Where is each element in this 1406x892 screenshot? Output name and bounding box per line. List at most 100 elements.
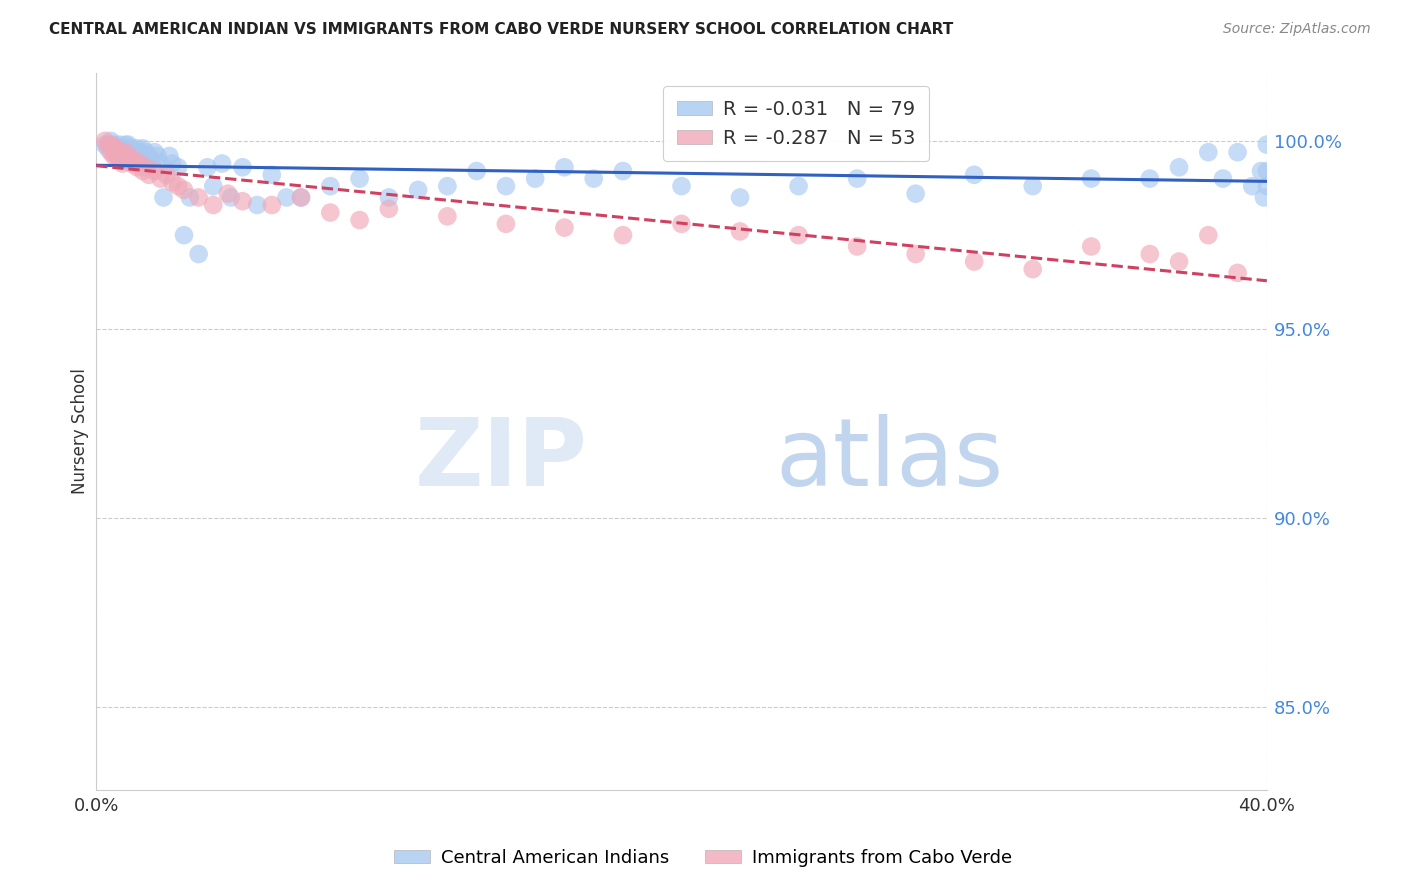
Point [138, 149, 160, 163]
Text: ZIP: ZIP [415, 414, 588, 506]
Point [167, 161, 190, 175]
Point [108, 153, 131, 167]
Text: CENTRAL AMERICAN INDIAN VS IMMIGRANTS FROM CABO VERDE NURSERY SCHOOL CORRELATION: CENTRAL AMERICAN INDIAN VS IMMIGRANTS FR… [49, 22, 953, 37]
Point [129, 145, 152, 160]
Point [105, 149, 128, 163]
Point [612, 228, 634, 243]
Point [162, 156, 184, 170]
Legend: R = -0.031   N = 79, R = -0.287   N = 53: R = -0.031 N = 79, R = -0.287 N = 53 [664, 87, 929, 161]
Point [120, 141, 142, 155]
Point [671, 179, 693, 194]
Point [436, 209, 458, 223]
Point [141, 153, 163, 167]
Point [378, 190, 401, 204]
Point [97, 141, 120, 155]
Point [276, 190, 298, 204]
Point [105, 149, 128, 163]
Point [108, 145, 131, 160]
Point [1168, 161, 1191, 175]
Point [553, 220, 575, 235]
Point [612, 164, 634, 178]
Point [1197, 145, 1219, 160]
Legend: Central American Indians, Immigrants from Cabo Verde: Central American Indians, Immigrants fro… [387, 842, 1019, 874]
Point [117, 145, 139, 160]
Point [135, 156, 157, 170]
Point [135, 161, 157, 175]
Point [143, 164, 166, 178]
Point [103, 149, 125, 163]
Point [553, 161, 575, 175]
Point [129, 153, 152, 167]
Point [132, 141, 155, 155]
Point [231, 161, 253, 175]
Point [1168, 254, 1191, 268]
Point [846, 171, 869, 186]
Point [290, 190, 312, 204]
Point [100, 134, 122, 148]
Point [127, 141, 149, 155]
Point [436, 179, 458, 194]
Point [197, 161, 219, 175]
Point [202, 198, 225, 212]
Point [122, 153, 145, 167]
Point [202, 179, 225, 194]
Point [1139, 247, 1161, 261]
Point [173, 183, 195, 197]
Point [728, 190, 751, 204]
Point [904, 247, 927, 261]
Point [1022, 262, 1045, 277]
Point [94, 137, 117, 152]
Point [108, 145, 131, 160]
Point [319, 179, 342, 194]
Point [149, 156, 172, 170]
Point [728, 224, 751, 238]
Point [1241, 179, 1264, 194]
Point [117, 149, 139, 163]
Point [127, 161, 149, 175]
Point [111, 141, 134, 155]
Point [187, 190, 209, 204]
Point [127, 149, 149, 163]
Point [103, 145, 125, 160]
Point [146, 149, 169, 163]
Point [963, 254, 986, 268]
Point [1253, 190, 1275, 204]
Point [211, 156, 233, 170]
Point [1226, 266, 1249, 280]
Point [219, 190, 242, 204]
Point [349, 213, 371, 227]
Point [155, 168, 177, 182]
Point [1256, 137, 1278, 152]
Point [132, 149, 155, 163]
Point [162, 175, 184, 189]
Point [217, 186, 239, 201]
Point [138, 168, 160, 182]
Point [1022, 179, 1045, 194]
Point [1197, 228, 1219, 243]
Point [260, 198, 283, 212]
Point [105, 141, 128, 155]
Point [152, 190, 174, 204]
Point [1080, 171, 1102, 186]
Point [114, 145, 136, 160]
Point [100, 137, 122, 152]
Point [963, 168, 986, 182]
Point [114, 153, 136, 167]
Point [260, 168, 283, 182]
Point [406, 183, 429, 197]
Point [114, 153, 136, 167]
Point [114, 137, 136, 152]
Point [120, 149, 142, 163]
Point [904, 186, 927, 201]
Point [495, 179, 517, 194]
Point [231, 194, 253, 209]
Y-axis label: Nursery School: Nursery School [72, 368, 89, 494]
Point [129, 156, 152, 170]
Point [465, 164, 488, 178]
Point [524, 171, 547, 186]
Point [1139, 171, 1161, 186]
Point [97, 137, 120, 152]
Point [187, 247, 209, 261]
Point [319, 205, 342, 219]
Point [671, 217, 693, 231]
